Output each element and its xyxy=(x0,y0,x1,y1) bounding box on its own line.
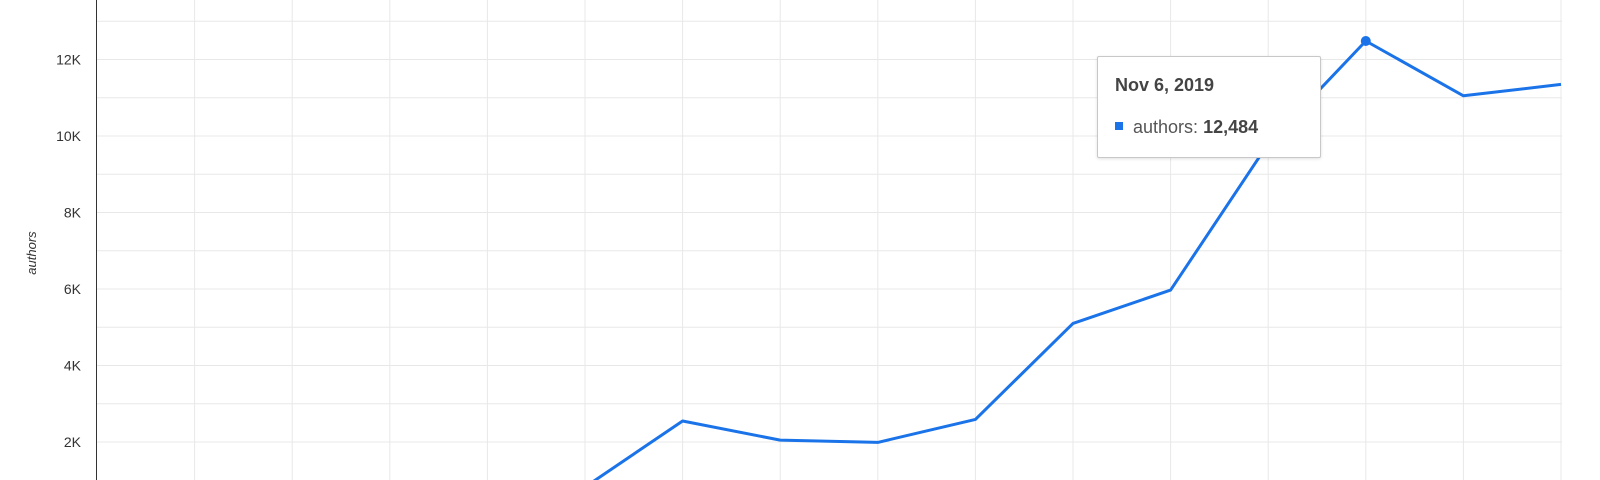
y-axis-ticks: 2K 4K 6K 8K 10K 12K xyxy=(56,52,82,451)
tooltip-value: 12,484 xyxy=(1203,117,1259,137)
y-axis-title: authors xyxy=(24,231,39,275)
y-tick-label: 6K xyxy=(64,281,82,297)
series-layer xyxy=(592,39,1562,480)
y-tick-label: 12K xyxy=(56,52,82,68)
square-swatch-icon xyxy=(1115,122,1123,131)
tooltip-series-label: authors: xyxy=(1133,117,1199,137)
y-tick-label: 2K xyxy=(64,434,82,450)
series-line-authors xyxy=(592,39,1562,480)
y-tick-label: 4K xyxy=(64,358,82,374)
tooltip-date: Nov 6, 2019 xyxy=(1115,75,1215,95)
tooltip: Nov 6, 2019 authors: 12,484 xyxy=(1097,56,1321,158)
tooltip-row: authors: 12,484 xyxy=(1115,117,1258,138)
y-tick-label: 8K xyxy=(64,205,82,221)
gridlines xyxy=(97,0,1562,480)
points-layer xyxy=(1360,35,1371,46)
highlighted-data-point[interactable] xyxy=(1360,35,1371,46)
y-tick-label: 10K xyxy=(56,128,82,144)
